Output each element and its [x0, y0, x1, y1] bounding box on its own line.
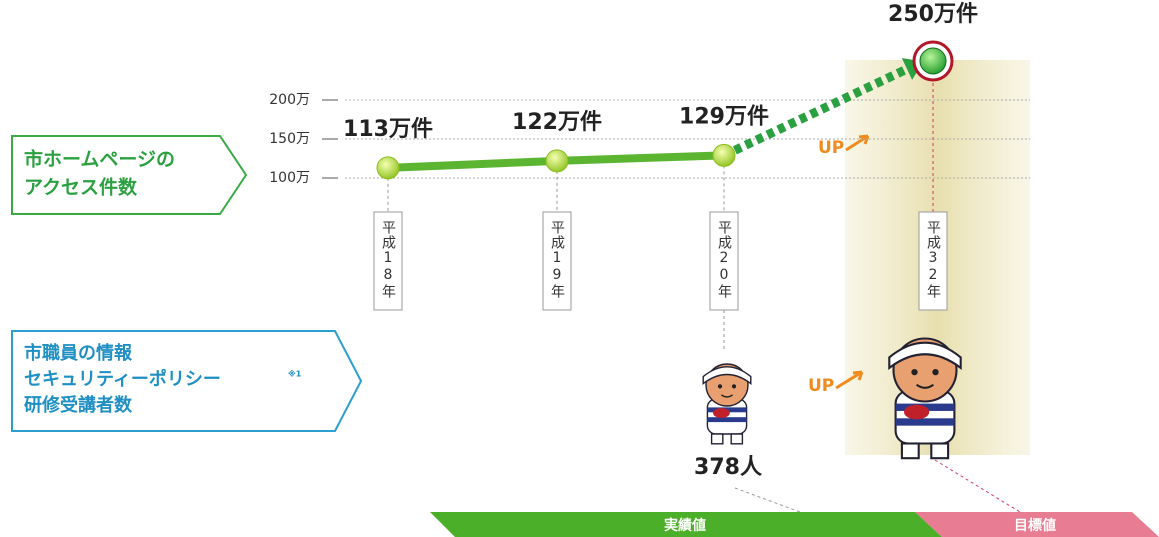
series-label-line: 市ホームページの: [24, 148, 175, 171]
data-label: 113万件: [343, 117, 433, 142]
y-tick-label: 200万: [269, 92, 310, 108]
y-tick-label: 100万: [269, 170, 310, 186]
training-label-line: セキュリティーポリシー: [24, 368, 221, 390]
point: [546, 150, 568, 172]
connector: [935, 460, 1020, 512]
data-label: 129万件: [679, 104, 769, 129]
x-tick-label: 平成19年: [549, 220, 565, 299]
mascot: [889, 339, 960, 459]
point: [713, 144, 735, 166]
point: [920, 48, 946, 74]
series-label-line: アクセス件数: [24, 176, 138, 199]
data-label: 122万件: [512, 110, 602, 135]
x-tick-label: 平成18年: [380, 220, 396, 299]
period-label: 実績値: [664, 517, 706, 534]
footnote-mark: ※1: [288, 369, 302, 379]
x-tick-label: 平成32年: [925, 220, 941, 299]
training-label-line: 市職員の情報: [24, 342, 133, 364]
data-label: 250万件: [888, 2, 978, 27]
connector: [735, 488, 800, 512]
x-tick-label: 平成20年: [716, 220, 732, 299]
up-label: UP: [818, 138, 844, 158]
training-label-line: 研修受講者数: [24, 394, 133, 416]
mascot: [703, 364, 751, 444]
y-tick-label: 150万: [269, 131, 310, 147]
point: [377, 157, 399, 179]
training-value: 378人: [694, 455, 762, 480]
up-label: UP: [808, 376, 834, 396]
infographic: 市ホームページのアクセス件数 市職員の情報セキュリティーポリシー研修受講者数 ※1…: [0, 0, 1159, 537]
period-label: 目標値: [1014, 517, 1056, 534]
